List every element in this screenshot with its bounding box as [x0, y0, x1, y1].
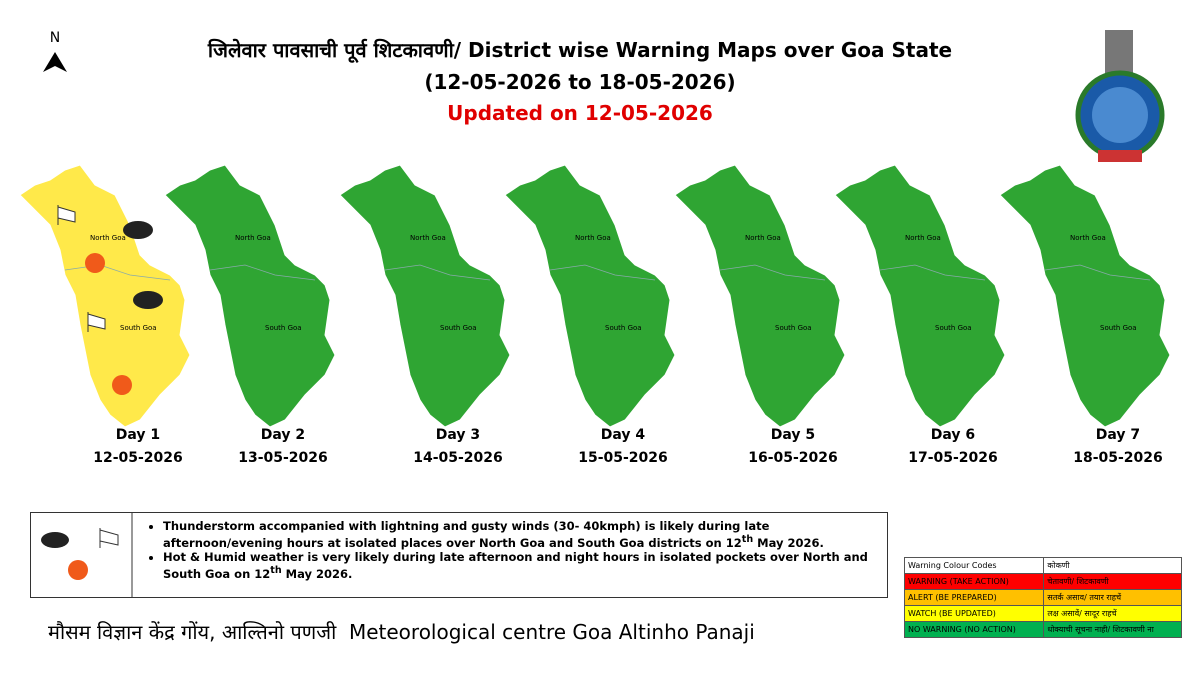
- goa-outline: [19, 164, 191, 428]
- legend-cell: धोक्याची सूचना नाही/ शिटकावणी ना: [1043, 621, 1182, 638]
- district-label: North Goa: [745, 234, 781, 242]
- north-arrow: [43, 52, 67, 72]
- north-label: N: [50, 30, 60, 46]
- district-boundary: [209, 264, 316, 281]
- district-boundary: [64, 264, 171, 281]
- legend-cell: चेतावणी/ शिटकावणी: [1043, 573, 1182, 590]
- legend-header: कोकणी: [1043, 557, 1182, 574]
- district-label: North Goa: [1070, 234, 1106, 242]
- bullet: Thunderstorm accompanied with lightning …: [163, 519, 883, 550]
- date-range: (12-05-2026 to 18-05-2026): [424, 70, 735, 94]
- goa-outline: [674, 164, 846, 428]
- goa-outline: [834, 164, 1006, 428]
- district-label: South Goa: [1100, 324, 1137, 332]
- goa-outline: [164, 164, 336, 428]
- footer: मौसम विज्ञान केंद्र गोंय, आल्तिनो पणजी M…: [48, 620, 755, 644]
- day-date: 15-05-2026: [578, 450, 668, 466]
- title: जिलेवार पावसाची पूर्व शिटकावणी/ District…: [207, 38, 952, 63]
- legend-row: ALERT (BE PREPARED) सतर्क असाव/ तयार राहच…: [903, 589, 1182, 606]
- district-map: North Goa South Goa: [999, 164, 1171, 428]
- district-label: North Goa: [90, 234, 126, 242]
- goa-outline: [339, 164, 511, 428]
- legend-header: Warning Colour Codes: [903, 557, 1045, 574]
- day-date: 18-05-2026: [1073, 450, 1163, 466]
- district-map: North Goa South Goa: [674, 164, 846, 428]
- district-boundary: [879, 264, 986, 281]
- district-boundary: [1044, 264, 1151, 281]
- district-label: North Goa: [905, 234, 941, 242]
- district-label: North Goa: [410, 234, 446, 242]
- district-map: North Goa South Goa: [164, 164, 336, 428]
- district-label: South Goa: [935, 324, 972, 332]
- district-label: South Goa: [775, 324, 812, 332]
- legend-table: Warning Colour Codes कोकणी WARNING (TAKE …: [903, 557, 1182, 638]
- district-map: North Goa South Goa: [504, 164, 676, 428]
- legend-row: WATCH (BE UPDATED) लक्ष असावें/ सादूर राह…: [903, 605, 1182, 622]
- district-label: South Goa: [605, 324, 642, 332]
- legend-row: NO WARNING (NO ACTION) धोक्याची सूचना नाह…: [903, 621, 1182, 638]
- district-boundary: [719, 264, 826, 281]
- district-label: North Goa: [575, 234, 611, 242]
- goa-outline: [504, 164, 676, 428]
- day-label: Day 1: [116, 427, 160, 443]
- warning-box: Thunderstorm accompanied with lightning …: [30, 512, 888, 598]
- legend-cell: NO WARNING (NO ACTION): [903, 621, 1045, 638]
- district-label: South Goa: [120, 324, 157, 332]
- day-label: Day 4: [601, 427, 646, 443]
- bullet: Hot & Humid weather is very likely durin…: [163, 550, 883, 581]
- legend-cell: लक्ष असावें/ सादूर राहचें: [1043, 605, 1182, 622]
- district-map: North Goa South Goa: [19, 164, 191, 428]
- day1-icons: [41, 205, 163, 598]
- legend-row: WARNING (TAKE ACTION) चेतावणी/ शिटकावणी: [903, 573, 1182, 590]
- district-label: South Goa: [265, 324, 302, 332]
- day-label: Day 5: [771, 427, 815, 443]
- legend-cell: ALERT (BE PREPARED): [903, 589, 1045, 606]
- district-map: North Goa South Goa: [834, 164, 1006, 428]
- maps: North Goa South Goa Day 1 12-05-2026 North G…: [19, 164, 1171, 466]
- legend-cell: WATCH (BE UPDATED): [903, 605, 1045, 622]
- day-date: 17-05-2026: [908, 450, 998, 466]
- district-map: North Goa South Goa: [339, 164, 511, 428]
- district-label: North Goa: [235, 234, 271, 242]
- day-label: Day 3: [436, 427, 480, 443]
- district-boundary: [549, 264, 656, 281]
- day-date: 16-05-2026: [748, 450, 838, 466]
- day-label: Day 6: [931, 427, 975, 443]
- district-boundary: [384, 264, 491, 281]
- day-date: 12-05-2026: [93, 450, 183, 466]
- day-label: Day 2: [261, 427, 305, 443]
- day-date: 14-05-2026: [413, 450, 503, 466]
- emblem: [1075, 30, 1165, 162]
- day-date: 13-05-2026: [238, 450, 328, 466]
- legend-cell: WARNING (TAKE ACTION): [903, 573, 1045, 590]
- day-label: Day 7: [1096, 427, 1140, 443]
- district-label: South Goa: [440, 324, 477, 332]
- legend-cell: सतर्क असाव/ तयार राहचें: [1043, 589, 1182, 606]
- goa-outline: [999, 164, 1171, 428]
- updated: Updated on 12-05-2026: [447, 101, 713, 125]
